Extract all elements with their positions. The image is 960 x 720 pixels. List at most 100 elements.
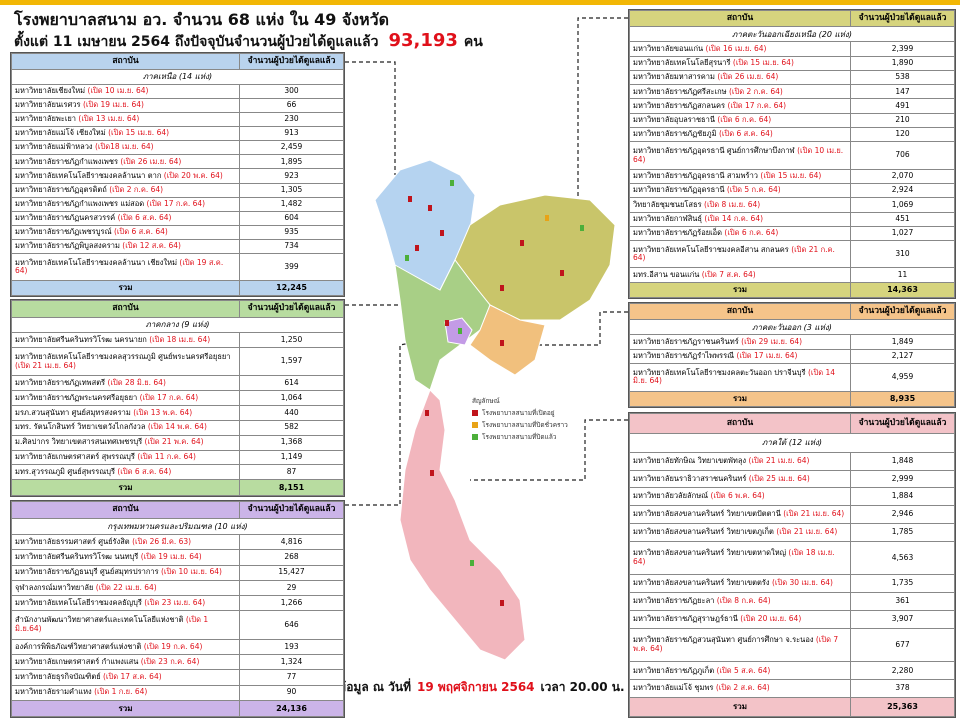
- patient-count: 193: [239, 638, 344, 656]
- patient-count: 3,907: [850, 609, 955, 629]
- total-row: รวม 24,136: [11, 699, 344, 718]
- patient-count: 913: [239, 126, 344, 142]
- institution-cell: มหาวิทยาลัยราชภัฏกำแพงเพชร แม่สอด (เปิด …: [11, 196, 240, 212]
- institution-name: มหาวิทยาลัยเกษตรศาสตร์ กำแพงแสน: [15, 656, 139, 666]
- institution-cell: มหาวิทยาลัยสงขลานครินทร์ วิทยาเขตภูเก็ต …: [629, 522, 851, 542]
- patient-count: 1,849: [850, 334, 955, 350]
- institution-name: มหาวิทยาลัยราชภัฏสุราษฎร์ธานี: [633, 614, 738, 623]
- patient-count: 646: [239, 610, 344, 640]
- row: มหาวิทยาลัยราชภัฏพระนครศรีอยุธยา (เปิด 1…: [11, 390, 344, 406]
- row: มหาวิทยาลัยแม่โจ้ เชียงใหม่ (เปิด 15 เม.…: [11, 126, 344, 142]
- institution-cell: มหาวิทยาลัยราชภัฏชัยภูมิ (เปิด 6 ส.ค. 64…: [629, 127, 851, 143]
- patient-count: 378: [850, 679, 955, 698]
- pin: [580, 225, 584, 231]
- institution-name: มหาวิทยาลัยราชภัฏอุดรธานี: [633, 185, 725, 195]
- legend-title: สัญลักษณ์: [472, 397, 500, 405]
- institution-cell: มหาวิทยาลัยนราธิวาสราชนครินทร์ (เปิด 25 …: [629, 469, 851, 489]
- opened-date: (เปิด 21 ก.ค. 64): [633, 244, 835, 263]
- footer: ข้อมูล ณ วันที่ 19 พฤศจิกายน 2564 เวลา 20.…: [338, 678, 625, 697]
- patient-count: 923: [239, 168, 344, 184]
- institution-name: มหาวิทยาลัยราชภัฏรำไพพรรณี: [633, 351, 735, 361]
- institution-cell: มหาวิทยาลัยราชภัฏกำแพงเพชร (เปิด 26 เม.ย…: [11, 154, 240, 170]
- opened-date: (เปิด 17 ก.ค. 64): [146, 198, 206, 208]
- institution-name: มหาวิทยาลัยเทคโนโลยีราชมงคลอีสาน สกลนคร: [633, 244, 789, 254]
- institution-name: มหาวิทยาลัยราชภัฏกำแพงเพชร แม่สอด: [15, 198, 145, 208]
- opened-date: (เปิด 17 ส.ค. 64): [103, 672, 162, 682]
- row: มหาวิทยาลัยเทคโนโลยีราชมงคลล้านนา ตาก (เ…: [11, 168, 344, 184]
- header-row: สถาบัน จำนวนผู้ป่วยได้ดูแลแล้ว: [11, 53, 344, 70]
- row: มหาวิทยาลัยสงขลานครินทร์ วิทยาเขตหาดใหญ่…: [629, 540, 955, 576]
- institution-name: มหาวิทยาลัยราชภัฏอุดรธานี สามพร้าว: [633, 170, 758, 180]
- section-title: ภาคตะวันออกเฉียงเหนือ (20 แห่ง): [629, 26, 955, 43]
- institution-cell: มหาวิทยาลัยอุบลราชธานี (เปิด 6 ก.ค. 64): [629, 112, 851, 129]
- total-row: รวม 8,151: [11, 479, 344, 496]
- institution-name: มหาวิทยาลัยสงขลานครินทร์ วิทยาเขตตรัง: [633, 578, 770, 588]
- opened-date: (เปิด 19 ส.ค. 64): [15, 257, 224, 276]
- institution-name: มหาวิทยาลัยเทคโนโลยีราชมงคลตะวันออก ปราจ…: [633, 367, 806, 377]
- region-table: สถาบัน จำนวนผู้ป่วยได้ดูแลแล้ว กรุงเทพมหาน…: [10, 500, 345, 718]
- row: มหาวิทยาลัยนเรศวร (เปิด 19 เม.ย. 64) 66: [11, 97, 344, 113]
- institution-cell: มหาวิทยาลัยราชภัฏธนบุรี ศูนย์สมุทรปราการ…: [11, 564, 240, 581]
- opened-date: (เปิด 21 เม.ย. 64): [15, 360, 76, 370]
- total-row: รวม 8,935: [629, 390, 955, 408]
- connector: [577, 17, 628, 200]
- row: มหาวิทยาลัยราชภัฏเทพสตรี (เปิด 28 มิ.ย. …: [11, 375, 344, 392]
- patient-count: 538: [850, 69, 955, 86]
- opened-date: (เปิด 1 มิ.ย.64): [15, 615, 209, 634]
- row: มหาวิทยาลัยสงขลานครินทร์ วิทยาเขตปัตตานี…: [629, 505, 955, 524]
- patient-count: 2,946: [850, 505, 955, 524]
- patient-count: 66: [239, 97, 344, 113]
- institution-cell: มหาวิทยาลัยเกษตรศาสตร์ สุพรรณบุรี (เปิด …: [11, 449, 240, 466]
- column-header: สถาบัน: [11, 300, 240, 318]
- institution-cell: สำนักงานพัฒนาวิทยาศาสตร์และเทคโนโลยีแห่ง…: [11, 610, 240, 640]
- institution-cell: มหาวิทยาลัยพะเยา (เปิด 13 เม.ย. 64): [11, 111, 240, 128]
- institution-name: มหาวิทยาลัยศรีนครินทรวิโรฒ นครนายก: [15, 334, 147, 344]
- institution-cell: มหาวิทยาลัยเทคโนโลยีราชมงคลสุวรรณภูมิ ศู…: [11, 347, 240, 377]
- row: มทร.อีสาน ขอนแก่น (เปิด 7 ส.ค. 64) 11: [629, 267, 955, 283]
- institution-name: มหาวิทยาลัยวลัยลักษณ์: [633, 491, 709, 501]
- subtitle-text: ตั้งแต่ 11 เมษายน 2564 ถึงปัจจุบันจำนวนผ…: [14, 34, 379, 50]
- institution-name: มหาวิทยาลัยราชภัฏเพชรบูรณ์: [15, 227, 112, 237]
- patient-count: 1,368: [239, 434, 344, 451]
- institution-name: มหาวิทยาลัยรามคำแหง: [15, 687, 92, 697]
- legend-label: โรงพยาบาลสนามที่ปิดชั่วคราว: [482, 421, 568, 429]
- opened-date: (เปิด 2 ก.ค. 64): [109, 184, 164, 194]
- pin: [408, 196, 412, 202]
- institution-cell: จุฬาลงกรณ์มหาวิทยาลัย (เปิด 22 เม.ย. 64): [11, 579, 240, 596]
- table: สถาบัน จำนวนผู้ป่วยได้ดูแลแล้ว ภาคเหนือ (1…: [11, 53, 344, 296]
- institution-name: มหาวิทยาลัยสงขลานครินทร์ วิทยาเขตภูเก็ต: [633, 526, 774, 536]
- patient-count: 1,064: [239, 390, 344, 406]
- section-title: ภาคเหนือ (14 แห่ง): [11, 68, 344, 85]
- section-title: กรุงเทพมหานครและปริมณฑล (10 แห่ง): [11, 518, 344, 536]
- institution-cell: มหาวิทยาลัยราชภัฏเพชรบูรณ์ (เปิด 6 ส.ค. …: [11, 224, 240, 241]
- row: มหาวิทยาลัยอุบลราชธานี (เปิด 6 ก.ค. 64) 2…: [629, 112, 955, 129]
- patient-count: 604: [239, 210, 344, 226]
- region-table: สถาบัน จำนวนผู้ป่วยได้ดูแลแล้ว ภาคเหนือ (1…: [10, 52, 345, 297]
- institution-cell: วิทยาลัยชุมชนยโสธร (เปิด 8 เม.ย. 64): [629, 197, 851, 213]
- row: มหาวิทยาลัยธรรมศาสตร์ ศูนย์รังสิต (เปิด …: [11, 534, 344, 551]
- total-value: 14,363: [850, 281, 955, 299]
- institution-cell: มหาวิทยาลัยศรีนครินทรวิโรฒ นครนายก (เปิด…: [11, 332, 240, 349]
- column-header: จำนวนผู้ป่วยได้ดูแลแล้ว: [850, 9, 955, 28]
- row: มหาวิทยาลัยขอนแก่น (เปิด 16 เม.ย. 64) 2,3…: [629, 41, 955, 57]
- subtitle: ตั้งแต่ 11 เมษายน 2564 ถึงปัจจุบันจำนวนผ…: [14, 30, 483, 53]
- institution-cell: มหาวิทยาลัยราชภัฏราชนครินทร์ (เปิด 29 เม…: [629, 334, 851, 350]
- header-row: สถาบัน จำนวนผู้ป่วยได้ดูแลแล้ว: [629, 302, 955, 321]
- institution-cell: มหาวิทยาลัยราชภัฏสุราษฎร์ธานี (เปิด 20 เ…: [629, 609, 851, 629]
- pin: [560, 270, 564, 276]
- institution-cell: มหาวิทยาลัยราชภัฏอุดรธานี สามพร้าว (เปิด…: [629, 168, 851, 184]
- institution-name: มหาวิทยาลัยแม่โจ้ ชุมพร: [633, 683, 714, 693]
- institution-cell: องค์การพิพิธภัณฑ์วิทยาศาสตร์แห่งชาติ (เป…: [11, 638, 240, 656]
- top-bar: [0, 0, 960, 5]
- institution-cell: มหาวิทยาลัยเทคโนโลยีราชมงคลธัญบุรี (เปิด…: [11, 594, 240, 612]
- row: มหาวิทยาลัยเทคโนโลยีราชมงคลธัญบุรี (เปิด…: [11, 594, 344, 612]
- patient-count: 90: [239, 684, 344, 701]
- institution-name: มหาวิทยาลัยทักษิณ วิทยาเขตพัทลุง: [633, 455, 747, 465]
- region-central: [394, 259, 491, 391]
- pin: [425, 410, 429, 416]
- row: มหาวิทยาลัยนราธิวาสราชนครินทร์ (เปิด 25 …: [629, 469, 955, 489]
- connector: [470, 419, 628, 481]
- row: มหาวิทยาลัยราชภัฏร้อยเอ็ด (เปิด 6 ก.ค. 6…: [629, 225, 955, 242]
- institution-cell: มทร.สุวรรณภูมิ ศูนย์สุพรรณบุรี (เปิด 6 ส…: [11, 464, 240, 481]
